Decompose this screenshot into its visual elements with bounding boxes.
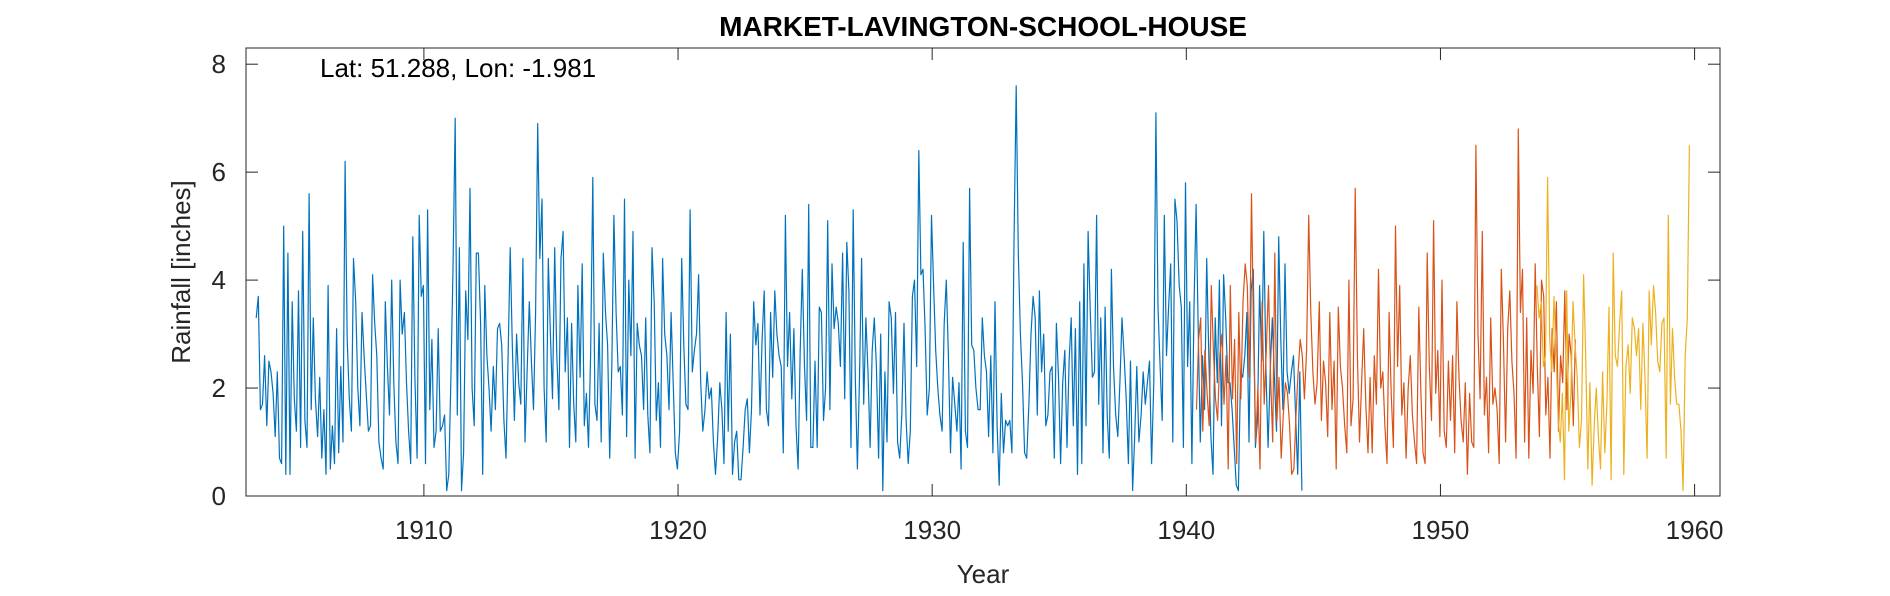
x-tick-label-1960: 1960	[1666, 515, 1724, 545]
series-line-2	[1195, 128, 1576, 475]
y-tick-label-6: 6	[212, 157, 226, 187]
x-tick-label-1930: 1930	[903, 515, 961, 545]
axes-box	[245, 47, 1721, 497]
location-annotation: Lat: 51.288, Lon: -1.981	[320, 53, 596, 83]
series-line-3	[1536, 145, 1690, 492]
series-layer	[255, 85, 1690, 492]
y-tick-label-8: 8	[212, 49, 226, 79]
chart-title: MARKET-LAVINGTON-SCHOOL-HOUSE	[719, 11, 1247, 42]
plot-area	[246, 48, 1720, 496]
y-tick-label-0: 0	[212, 481, 226, 511]
x-tick-label-1950: 1950	[1412, 515, 1470, 545]
y-tick-label-2: 2	[212, 373, 226, 403]
x-tick-label-1910: 1910	[395, 515, 453, 545]
x-tick-label-1920: 1920	[649, 515, 707, 545]
y-axis-label: Rainfall [inches]	[166, 180, 196, 364]
series-line-1	[255, 85, 1303, 492]
x-axis-label: Year	[957, 559, 1010, 589]
x-tick-label-1940: 1940	[1157, 515, 1215, 545]
y-tick-label-4: 4	[212, 265, 226, 295]
tick-layer: 1910 1920 1930 1940 1950 1960 0 2 4 6 8	[212, 48, 1724, 545]
